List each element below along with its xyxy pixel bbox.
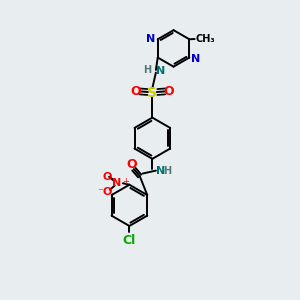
Text: N: N	[156, 166, 165, 176]
Text: O: O	[126, 158, 137, 171]
Text: Cl: Cl	[123, 234, 136, 247]
Text: N: N	[156, 66, 165, 76]
Text: ⁻: ⁻	[97, 187, 103, 197]
Text: O: O	[103, 187, 112, 197]
Text: +: +	[122, 177, 129, 186]
Text: N: N	[146, 34, 155, 44]
Text: H: H	[143, 65, 151, 75]
Text: S: S	[147, 85, 158, 100]
Text: O: O	[103, 172, 112, 182]
Text: H: H	[164, 166, 172, 176]
Text: CH₃: CH₃	[196, 34, 215, 44]
Text: O: O	[131, 85, 142, 98]
Text: N: N	[112, 178, 122, 188]
Text: N: N	[191, 54, 200, 64]
Text: O: O	[163, 85, 174, 98]
